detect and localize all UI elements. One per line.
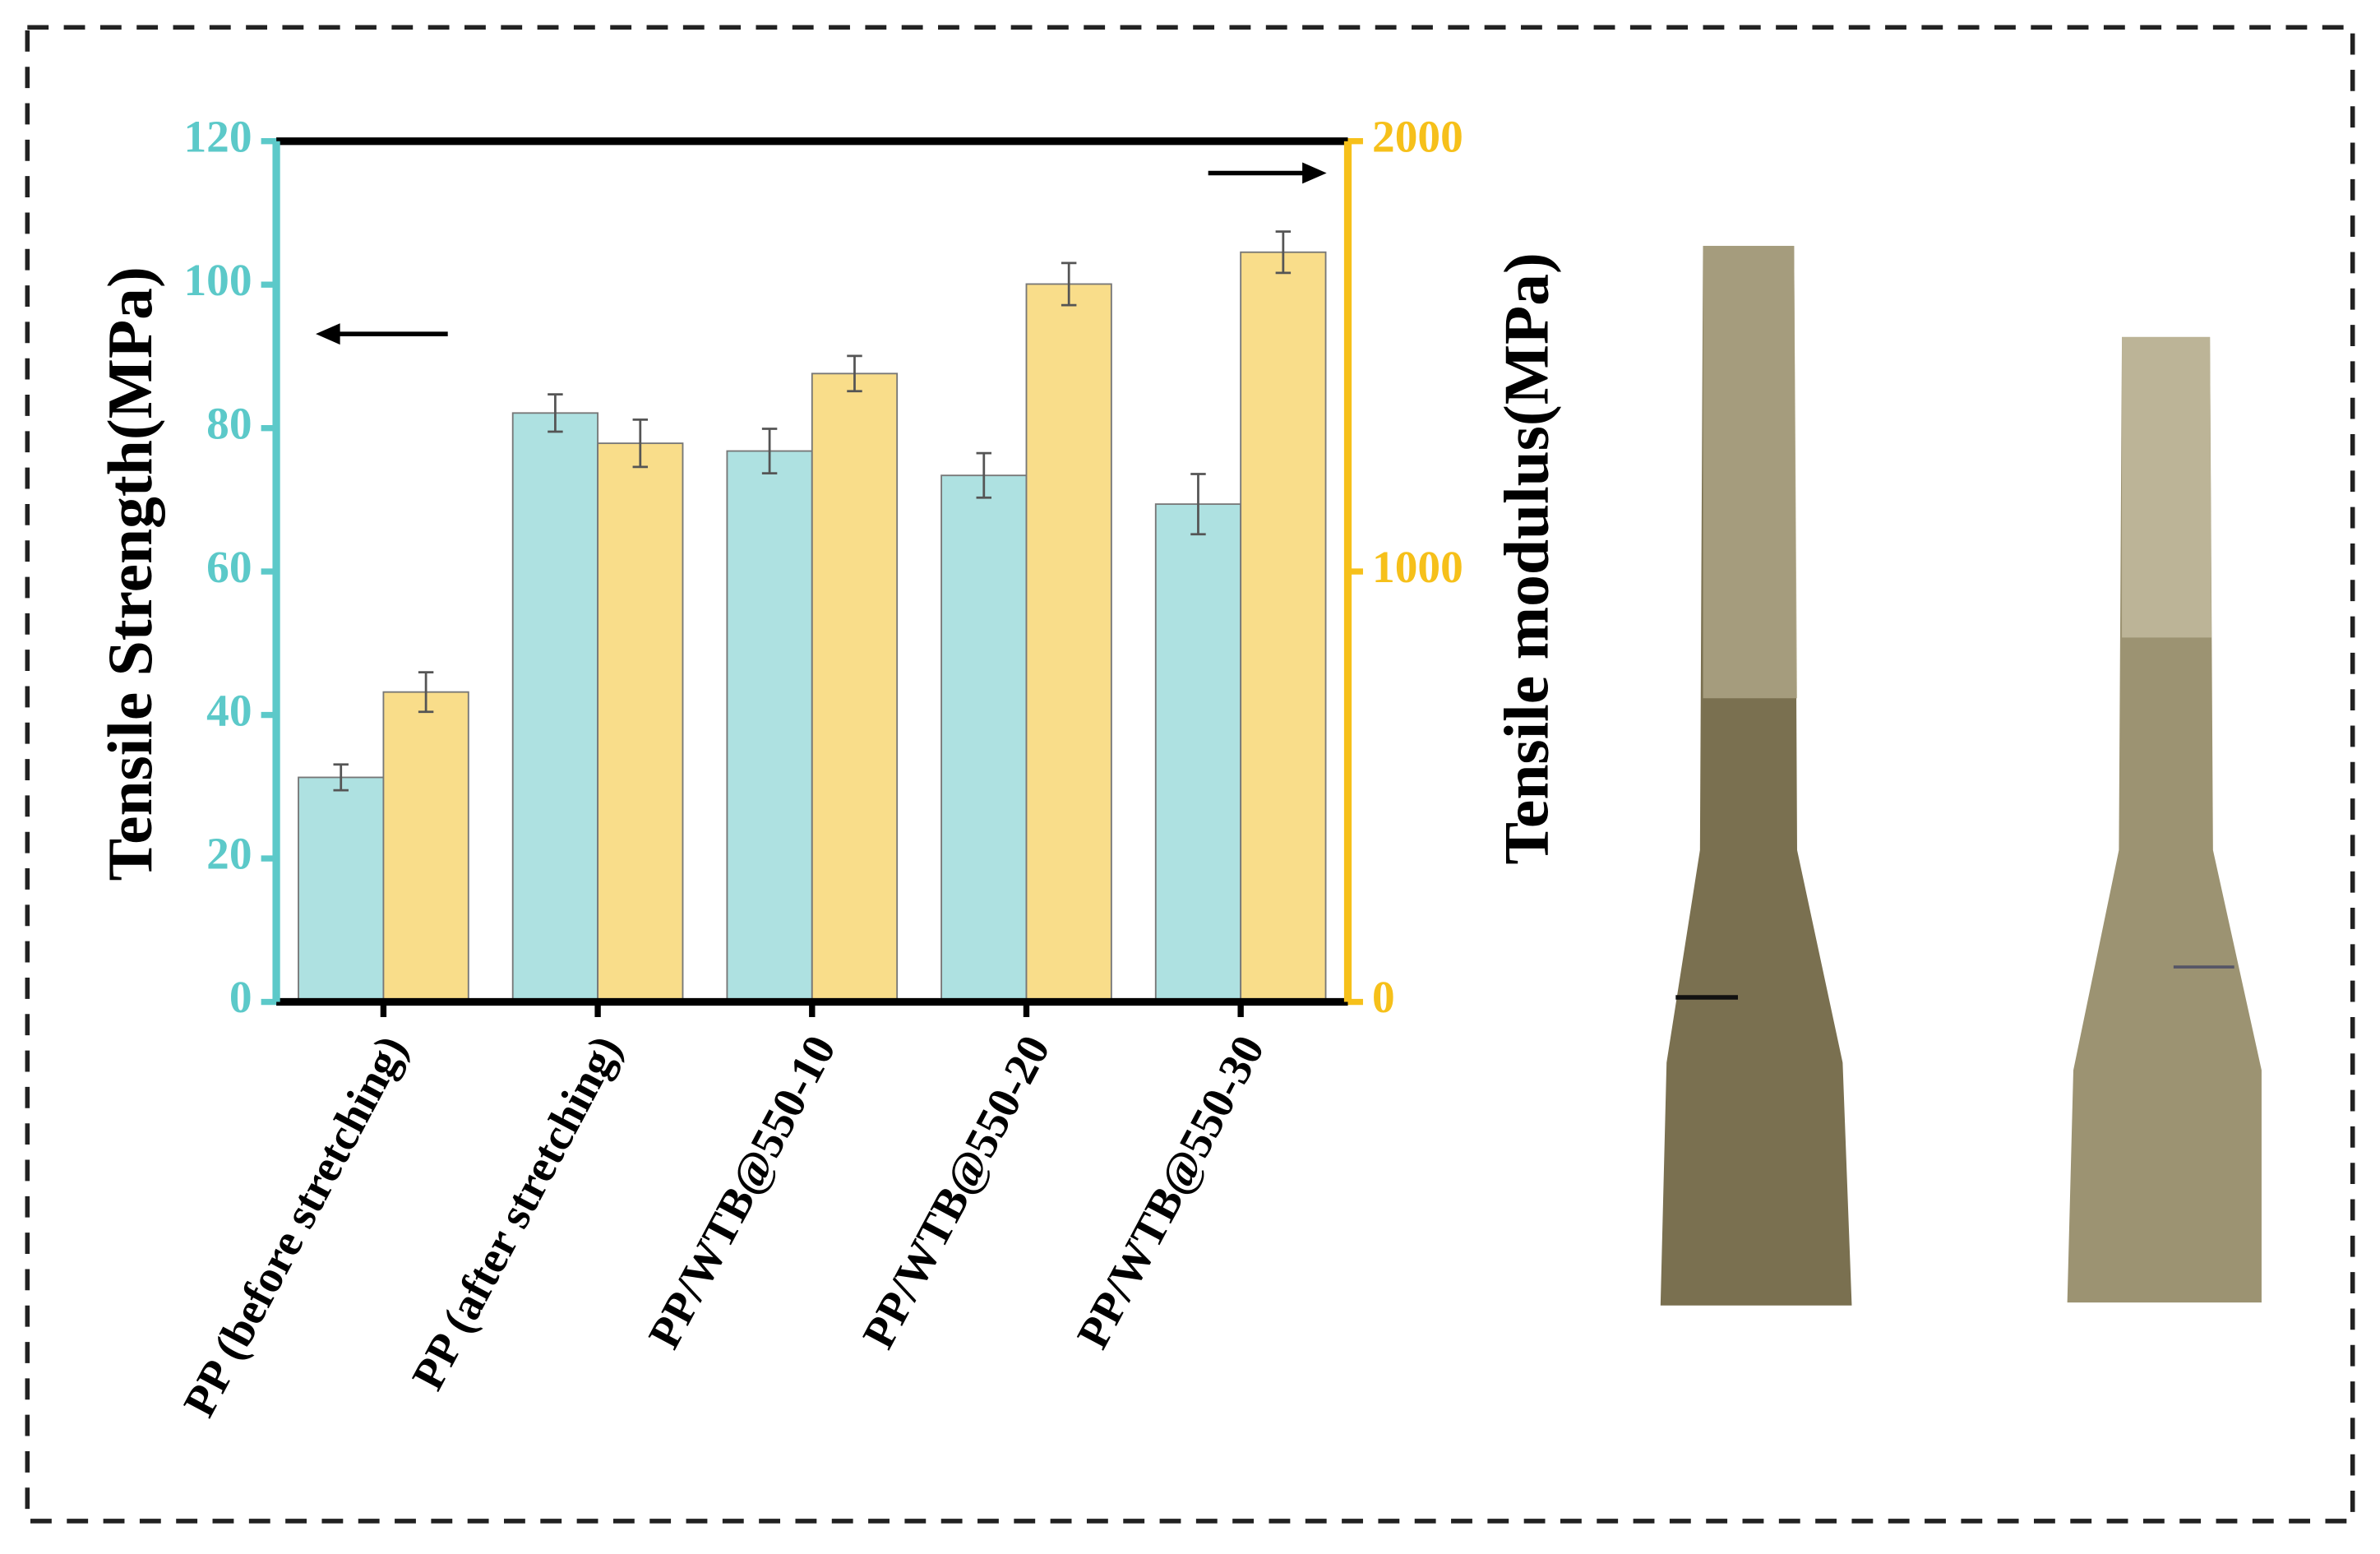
error-bar: [418, 671, 434, 714]
y-tick-label: 20: [206, 829, 252, 879]
error-bar: [548, 393, 563, 433]
bar: [1025, 283, 1112, 1003]
bar: [298, 776, 385, 1003]
error-bar: [847, 354, 862, 393]
x-tick-label: PP (after stretching): [402, 1027, 631, 1397]
bar: [382, 691, 469, 1003]
bar: [511, 412, 599, 1003]
right-arrow: [1208, 162, 1327, 184]
bar: [940, 474, 1028, 1003]
bar: [1154, 503, 1242, 1003]
y-tick-label: 80: [206, 398, 252, 448]
y-tick-label: 60: [206, 542, 252, 592]
error-bar: [1061, 261, 1077, 307]
y-axis-title: Tensile Strength(MPa): [95, 266, 165, 881]
bar: [811, 372, 899, 1003]
x-tick-label: PP/WTB@550-10: [639, 1027, 845, 1356]
y2-tick-label: 0: [1372, 972, 1395, 1022]
error-bar: [333, 763, 349, 792]
y2-tick-label: 1000: [1372, 542, 1463, 592]
left-arrow: [316, 323, 448, 345]
y2-axis-title: Tensile modulus(MPa): [1491, 252, 1562, 865]
y2-tick-label: 2000: [1372, 111, 1463, 161]
x-tick-label: PP/WTB@550-30: [1067, 1027, 1273, 1356]
error-bar: [1190, 473, 1206, 536]
error-bar: [761, 428, 778, 474]
bar: [1240, 251, 1327, 1003]
y-tick-label: 120: [183, 111, 252, 161]
y-tick-label: 0: [229, 972, 252, 1022]
error-bar: [632, 418, 649, 469]
error-bar: [1275, 230, 1292, 275]
error-bar: [976, 451, 992, 499]
bar: [597, 442, 684, 1003]
dashed-border: [25, 25, 2355, 1524]
bar: [726, 450, 813, 1003]
sample-photo: [1660, 246, 1852, 1306]
x-tick-label: PP/WTB@550-20: [853, 1027, 1059, 1356]
x-tick-label: PP (before stretching): [173, 1027, 416, 1424]
sample-photo: [2067, 336, 2262, 1303]
y-tick-label: 40: [206, 685, 252, 735]
y-tick-label: 100: [183, 255, 252, 305]
